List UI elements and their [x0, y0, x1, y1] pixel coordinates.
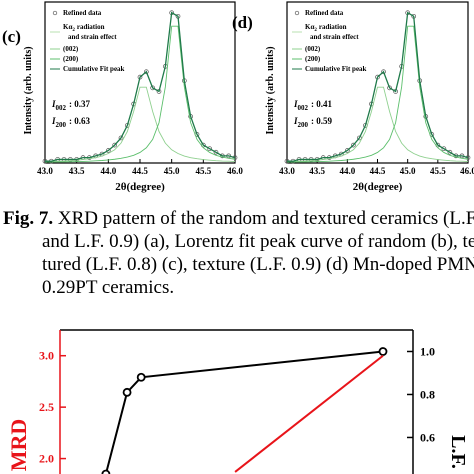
legend-label: (002) [305, 45, 321, 53]
data-point [143, 69, 149, 75]
legend-label: (002) [63, 45, 79, 53]
data-point [112, 142, 118, 148]
ratio-label: I200: 0.63 [51, 116, 91, 129]
y-tick-label: 2.5 [39, 400, 54, 414]
legend-label: (200) [63, 55, 79, 63]
series-line [234, 354, 384, 473]
legend-note-symbol: Kα [63, 23, 72, 31]
legend-note-text: radiation [77, 23, 105, 31]
legend-note-sub: 2 [314, 28, 317, 33]
x-axis-label: 2θ(degree) [353, 181, 403, 193]
caption-line: 0.29PT ceramics. [42, 277, 174, 298]
ratio-symbol: I [51, 116, 56, 126]
ratio-sub: 200 [298, 121, 309, 129]
ratio-text: : 0.41 [311, 99, 332, 109]
data-point [344, 148, 350, 153]
y-tick-label: 2.0 [39, 452, 54, 466]
data-point [150, 85, 156, 91]
fit-curve [44, 86, 236, 163]
ratio-sub: 002 [56, 104, 67, 112]
x-tick-label: 43.5 [309, 166, 325, 176]
x-tick-label: 46.0 [227, 166, 243, 176]
y2-tick-label: 1.0 [420, 344, 435, 358]
data-point [381, 69, 386, 75]
data-point [351, 142, 356, 148]
y-tick-label: 3.0 [39, 349, 54, 363]
ratio-sub: 200 [56, 121, 67, 129]
legend-note-sub: 2 [72, 28, 75, 33]
series-line [104, 350, 384, 474]
x-tick-label: 44.5 [370, 166, 386, 176]
legend-note: Kα2 radiation [305, 23, 347, 33]
data-point [101, 469, 111, 474]
x-tick-label: 44.0 [339, 166, 355, 176]
ratio-text: : 0.63 [69, 116, 90, 126]
legend-note: and strain effect [68, 33, 117, 41]
plot-area [101, 347, 388, 474]
ratio-symbol: I [51, 99, 56, 109]
caption-line: Fig. 7. XRD pattern of the random and te… [3, 208, 474, 229]
fit-curve [286, 86, 469, 163]
ratio-text: : 0.59 [311, 116, 332, 126]
fit-curve [287, 25, 469, 163]
caption-label: Fig. 7. [3, 208, 53, 229]
x-tick-label: 43.0 [37, 166, 53, 176]
legend-label: (200) [305, 55, 321, 63]
data-point [136, 372, 146, 382]
ratio-symbol: I [293, 99, 298, 109]
legend-label: Cumulative Fit peak [63, 65, 125, 73]
legend-label: Refined data [305, 9, 344, 17]
y2-tick-label: 0.8 [420, 387, 435, 401]
legend-marker [294, 10, 300, 16]
ratio-symbol: I [293, 116, 298, 126]
legend-note: Kα2 radiation [63, 23, 105, 33]
ratio-label: I002: 0.41 [293, 99, 333, 112]
y-axis-label: MRD [6, 419, 31, 472]
panel-label: (d) [232, 13, 253, 32]
legend-label: Refined data [63, 9, 102, 17]
data-point [387, 85, 392, 91]
x-tick-label: 46.0 [460, 166, 474, 176]
data-point [213, 149, 219, 155]
ratio-sub: 002 [298, 104, 309, 112]
x-tick-label: 43.0 [279, 166, 295, 176]
data-point [105, 148, 111, 153]
legend-note-symbol: Kα [305, 23, 314, 31]
fit-curve [45, 25, 236, 163]
plot-frame [44, 1, 236, 164]
y2-axis-label: L.F. [447, 435, 469, 469]
caption-line: tured (L.F. 0.8) (c), texture (L.F. 0.9)… [42, 254, 474, 275]
panel-label: (c) [2, 27, 21, 46]
y2-tick-label: 0.6 [420, 430, 435, 444]
legend-note-text: radiation [319, 23, 347, 31]
data-point [378, 347, 388, 356]
x-axis-label: 2θ(degree) [115, 181, 165, 193]
ratio-label: I200: 0.59 [293, 116, 333, 129]
caption-line: and L.F. 0.9) (a), Lorentz fit peak curv… [42, 231, 474, 252]
fit-curve [287, 11, 469, 162]
x-tick-label: 45.5 [195, 166, 211, 176]
legend-label: Cumulative Fit peak [305, 65, 367, 73]
x-tick-label: 44.5 [132, 166, 148, 176]
ratio-text: : 0.37 [69, 99, 90, 109]
data-point [447, 149, 453, 155]
x-tick-label: 44.0 [100, 166, 116, 176]
legend-marker [52, 10, 58, 16]
data-point [441, 146, 447, 152]
data-point [357, 135, 362, 141]
fit-curve [45, 11, 236, 162]
x-tick-label: 45.0 [164, 166, 180, 176]
y-axis-label: Intensity (arb. units) [23, 46, 34, 134]
data-point [118, 135, 124, 141]
legend-note: and strain effect [310, 33, 359, 41]
x-tick-label: 43.5 [69, 166, 85, 176]
data-point [207, 146, 213, 152]
caption-text: XRD pattern of the random and textured c… [53, 208, 474, 229]
x-tick-label: 45.0 [400, 166, 416, 176]
y-axis-label: Intensity (arb. units) [265, 46, 276, 134]
x-tick-label: 45.5 [430, 166, 446, 176]
data-point [122, 387, 132, 397]
ratio-label: I002: 0.37 [51, 99, 91, 112]
